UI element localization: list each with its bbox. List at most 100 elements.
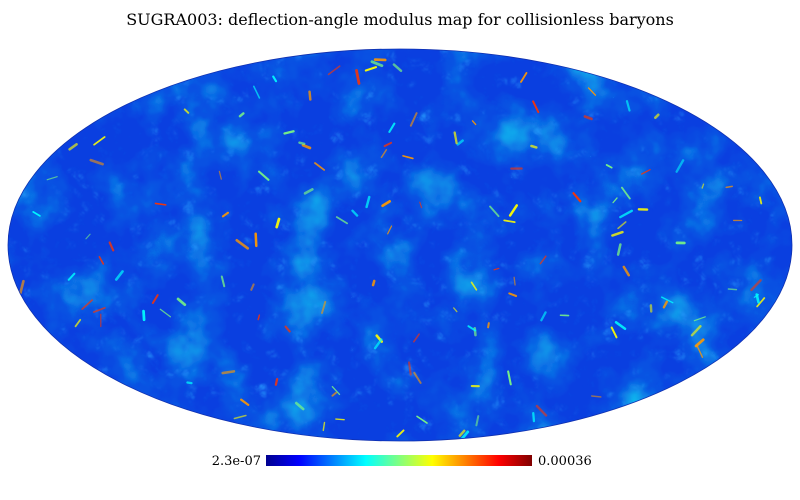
sky-filament xyxy=(355,69,361,85)
sky-filament xyxy=(381,199,391,208)
sky-filament xyxy=(654,113,660,119)
sky-filament xyxy=(92,306,106,313)
sky-filament xyxy=(610,326,618,339)
sky-filament xyxy=(114,270,124,281)
sky-filament xyxy=(662,300,669,309)
sky-filament xyxy=(487,322,490,329)
sky-filament xyxy=(535,404,548,417)
sky-filament xyxy=(233,414,247,420)
sky-filament xyxy=(275,217,281,229)
sky-filament xyxy=(314,162,326,171)
colorbar: 2.3e-07 0.00036 xyxy=(212,454,592,469)
sky-structure-fine xyxy=(8,49,792,441)
sky-filament xyxy=(520,72,528,83)
sky-filament xyxy=(471,120,477,126)
sky-filament xyxy=(407,361,412,376)
sky-filament xyxy=(513,276,516,286)
sky-filament xyxy=(98,255,105,265)
sky-filament xyxy=(532,100,540,114)
sky-filament xyxy=(284,325,291,333)
sky-filament xyxy=(235,238,250,250)
sky-filament xyxy=(151,294,159,305)
sky-filament xyxy=(503,219,516,224)
sky-filament xyxy=(530,144,538,149)
sky-filament xyxy=(68,143,78,151)
sky-filament xyxy=(221,211,229,218)
sky-filament xyxy=(725,185,733,189)
sky-filament xyxy=(507,370,512,386)
sky-filament xyxy=(396,429,405,438)
sky-filament xyxy=(19,279,25,295)
sky-filament xyxy=(250,283,255,291)
sky-filament xyxy=(621,186,631,200)
chart-title: SUGRA003: deflection-angle modulus map f… xyxy=(126,10,674,29)
sky-filament xyxy=(759,196,763,205)
colorbar-gradient xyxy=(266,455,532,466)
sky-filament xyxy=(590,395,602,398)
sky-filament xyxy=(693,316,706,322)
sky-filament xyxy=(508,204,518,217)
sky-filament xyxy=(641,168,651,175)
sky-filament xyxy=(238,112,245,118)
sky-filament xyxy=(392,63,403,73)
sky-filament xyxy=(675,159,685,173)
sky-filament xyxy=(727,288,738,291)
sky-filament xyxy=(254,232,258,248)
sky-filament xyxy=(186,381,193,385)
sky-filament xyxy=(694,338,705,348)
sky-filament xyxy=(413,371,422,384)
sky-filament xyxy=(661,296,674,304)
sky-filament xyxy=(67,272,76,281)
colorbar-min-label: 2.3e-07 xyxy=(212,454,261,469)
sky-filament xyxy=(331,386,341,396)
sky-filament xyxy=(159,308,172,318)
sky-filament xyxy=(183,108,190,114)
sky-filament xyxy=(458,429,466,437)
sky-filament xyxy=(142,309,146,322)
sky-filament xyxy=(154,202,167,206)
sky-filament xyxy=(176,297,187,307)
sky-filament xyxy=(89,158,104,166)
sky-filament xyxy=(750,279,762,292)
sky-filament xyxy=(388,122,396,133)
sky-filament xyxy=(321,300,327,314)
sky-filament xyxy=(622,265,631,277)
sky-filament xyxy=(619,209,634,219)
sky-filament xyxy=(335,418,345,421)
sky-filament xyxy=(81,299,93,310)
sky-filament xyxy=(301,143,312,150)
sky-filament xyxy=(532,411,536,423)
sky-filament xyxy=(387,225,393,235)
sky-filament xyxy=(690,325,702,337)
sky-filament xyxy=(587,87,597,96)
sky-map xyxy=(7,48,793,442)
sky-filament xyxy=(322,421,326,432)
sky-filament xyxy=(508,292,518,298)
sky-filament xyxy=(93,136,106,146)
sky-filament xyxy=(412,333,420,343)
sky-filament xyxy=(351,209,359,217)
sky-filament xyxy=(753,293,759,298)
sky-outline xyxy=(7,48,793,442)
sky-filament xyxy=(539,255,547,265)
sky-filament xyxy=(614,321,627,331)
colorbar-max-label: 0.00036 xyxy=(538,454,592,469)
sky-filament xyxy=(274,377,279,386)
sky-filament xyxy=(298,141,306,146)
sky-filament xyxy=(616,243,622,256)
sky-filament xyxy=(612,197,618,204)
sky-filament xyxy=(364,66,378,72)
sky-filament xyxy=(470,281,478,291)
sky-filament xyxy=(453,131,458,145)
sky-filament xyxy=(46,176,58,181)
sky-filament xyxy=(371,279,376,287)
sky-filament xyxy=(540,311,547,322)
sky-filament xyxy=(617,221,627,230)
sky-filament xyxy=(85,233,91,240)
sky-filament xyxy=(373,338,383,350)
sky-filament xyxy=(453,307,458,313)
sky-filament xyxy=(380,149,388,159)
sky-filament xyxy=(467,325,477,332)
sky-filament xyxy=(409,112,418,127)
sky-filament xyxy=(283,130,295,135)
